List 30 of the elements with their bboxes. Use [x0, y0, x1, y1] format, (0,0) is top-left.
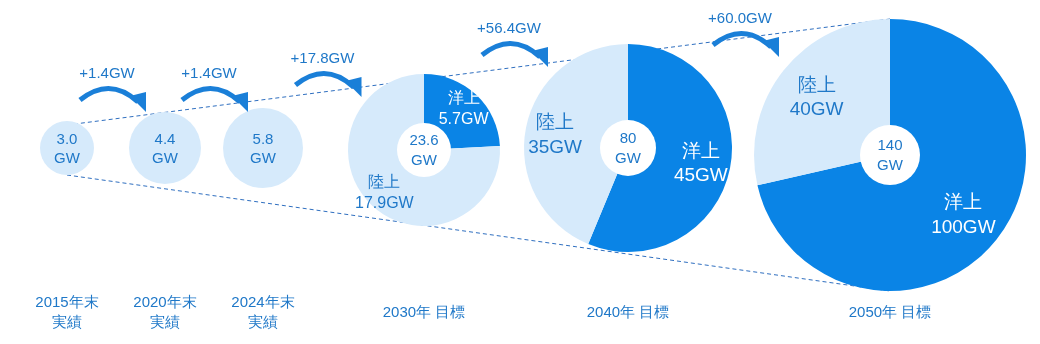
- text: +60.0GW: [708, 9, 773, 27]
- data-label: 3.0 GW: [54, 129, 81, 166]
- data-label: 5.7GW: [438, 110, 490, 128]
- slice-label: 陸上: [797, 73, 836, 95]
- title: 2020年末実績: [133, 293, 197, 331]
- slice-label: 陸上: [368, 172, 401, 190]
- data-label: 45GW: [673, 164, 728, 186]
- title: 2030年 目標: [382, 303, 466, 321]
- title: 2015年末実績: [35, 293, 99, 331]
- data-label: 17.9GW: [355, 193, 415, 211]
- data-label: 35GW: [528, 135, 583, 157]
- data-label: 5.8 GW: [250, 129, 277, 166]
- title: 2040年 目標: [586, 303, 670, 321]
- text: +56.4GW: [477, 19, 542, 37]
- slice-label: 洋上: [944, 190, 983, 212]
- text: 140 GW: [877, 136, 904, 174]
- data-label: 40GW: [789, 98, 844, 120]
- text: +1.4GW: [79, 64, 136, 82]
- data-label: 4.4 GW: [152, 129, 179, 166]
- title: 2050年 目標: [848, 303, 932, 321]
- pie-slice: [588, 44, 732, 252]
- slice-label: 洋上: [681, 139, 720, 161]
- text: +17.8GW: [290, 49, 356, 67]
- title: 2024年末実績: [231, 293, 295, 331]
- text: +1.4GW: [181, 64, 238, 82]
- text: 80 GW: [615, 129, 642, 167]
- text: 23.6 GW: [409, 131, 439, 169]
- slice-label: 洋上: [447, 89, 480, 107]
- slice-label: 陸上: [536, 110, 575, 132]
- data-label: 100GW: [931, 215, 996, 237]
